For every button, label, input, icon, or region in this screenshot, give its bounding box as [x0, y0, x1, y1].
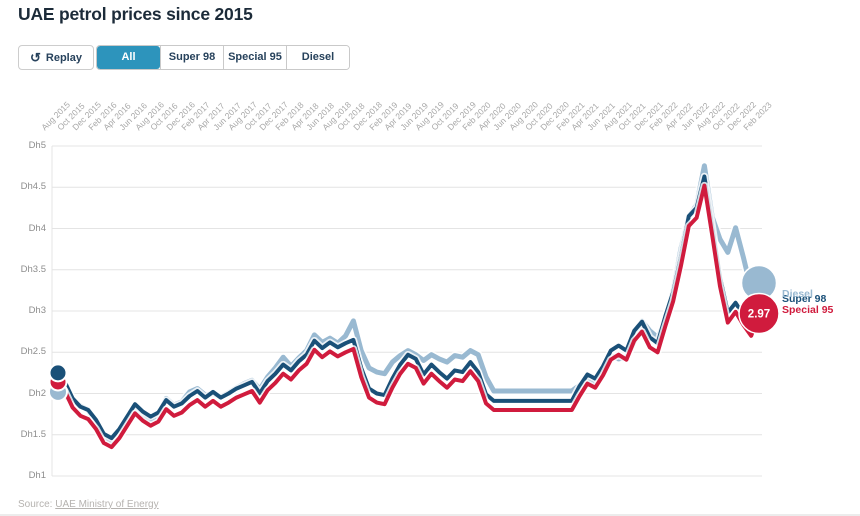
filter-button-all[interactable]: All: [97, 46, 160, 69]
filter-button-special-95[interactable]: Special 95: [223, 46, 286, 69]
y-tick-label: Dh4.5: [20, 181, 46, 193]
end-circle-special-95: [738, 292, 780, 335]
filter-button-diesel[interactable]: Diesel: [286, 46, 349, 69]
page-title: UAE petrol prices since 2015: [18, 4, 253, 24]
y-tick-label: Dh2.5: [20, 346, 46, 358]
series-line-special-95: [55, 183, 761, 450]
y-tick-label: Dh1.5: [20, 428, 46, 440]
replay-icon: ↺: [30, 49, 41, 65]
series-line-super-98: [55, 174, 761, 441]
filter-group: All Super 98 Special 95 Diesel: [96, 45, 350, 70]
y-tick-label: Dh5: [28, 140, 46, 151]
end-label-special-95: Special 95: [782, 304, 834, 316]
replay-button[interactable]: ↺ Replay: [18, 45, 94, 70]
value-badge: 2.97: [748, 308, 770, 320]
end-label-super-98: Super 98: [782, 293, 827, 305]
y-tick-label: Dh4: [28, 222, 46, 234]
source-line: Source: UAE Ministry of Energy: [18, 499, 159, 510]
replay-label: Replay: [45, 51, 82, 64]
start-dot-super-98: [48, 363, 68, 383]
y-tick-label: Dh3: [28, 305, 46, 316]
source-prefix: Source:: [18, 499, 56, 510]
source-link[interactable]: UAE Ministry of Energy: [55, 499, 159, 510]
y-tick-label: Dh2: [28, 387, 46, 399]
filter-button-super-98[interactable]: Super 98: [160, 46, 223, 69]
y-tick-label: Dh1: [28, 470, 46, 481]
y-tick-label: Dh3.5: [20, 263, 46, 275]
end-label-diesel: Diesel: [782, 288, 813, 300]
